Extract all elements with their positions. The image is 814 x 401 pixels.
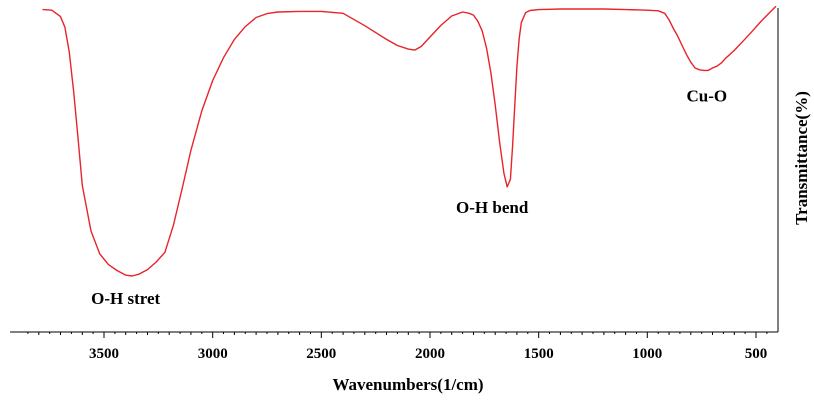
- plot-area: [42, 5, 777, 277]
- x-axis-ticks: [27, 332, 768, 338]
- x-tick-label: 3500: [89, 346, 119, 362]
- peak-annotation: Cu-O: [686, 86, 727, 105]
- peak-annotations: O-H stret O-H bend Cu-O: [91, 86, 727, 308]
- peak-annotation: O-H stret: [91, 289, 160, 308]
- peak-annotation: O-H bend: [456, 198, 529, 217]
- x-tick-label: 500: [745, 346, 768, 362]
- x-tick-label: 2000: [415, 346, 445, 362]
- x-tick-label: 3000: [198, 346, 228, 362]
- x-tick-label: 1500: [524, 346, 554, 362]
- x-axis-title: Wavenumbers(1/cm): [332, 375, 483, 394]
- x-axis: [10, 8, 779, 333]
- x-tick-label: 1000: [632, 346, 662, 362]
- spectrum-line: [42, 5, 777, 277]
- x-tick-label: 2500: [306, 346, 336, 362]
- x-axis-tick-labels: 3500 3000 2500 2000 1500 1000 500: [89, 346, 767, 362]
- y-axis-title: Transmittance(%): [792, 91, 811, 225]
